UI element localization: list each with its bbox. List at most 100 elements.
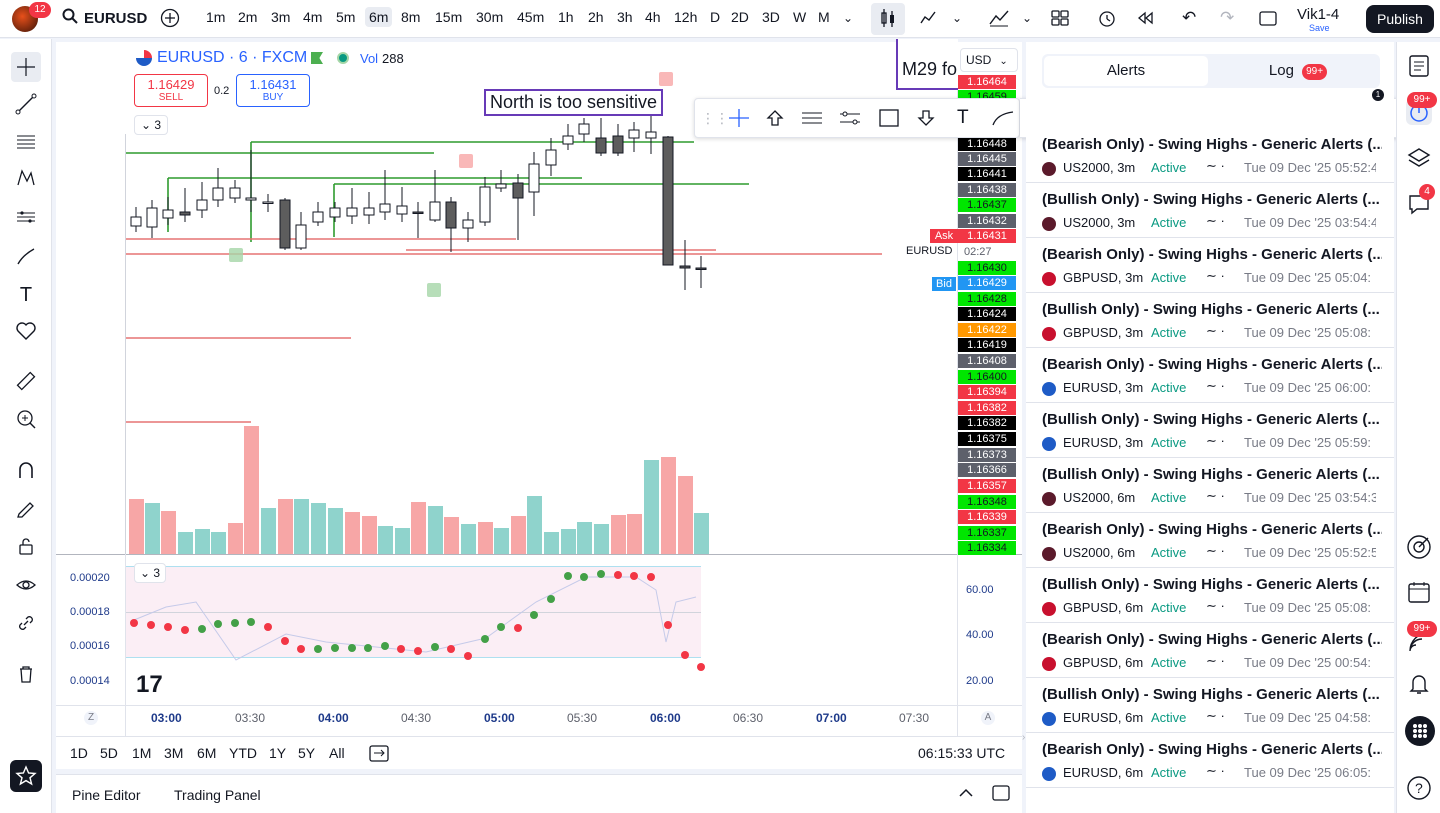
calendar-icon[interactable] (1407, 580, 1431, 609)
stay-in-drawing-mode-icon[interactable] (13, 497, 39, 523)
timeframe-4h[interactable]: 4h (645, 9, 661, 25)
tab-log[interactable]: Log 99+ (1214, 56, 1378, 86)
target-icon[interactable] (1406, 534, 1432, 565)
drag-handle-icon[interactable]: ⋮⋮ (701, 110, 729, 126)
pine-editor-tab[interactable]: Pine Editor (72, 787, 141, 803)
timeframe-15m[interactable]: 15m (435, 9, 463, 25)
watchlist-icon[interactable] (1407, 54, 1431, 83)
flag-icon[interactable] (311, 52, 323, 64)
layout-save-label[interactable]: Save (1309, 23, 1330, 33)
indicators-icon[interactable] (988, 8, 1010, 33)
timeframe-W[interactable]: W (793, 9, 807, 25)
timeframe-6m[interactable]: 6m (365, 7, 393, 27)
panel-collapse-handle[interactable]: › (1022, 732, 1026, 743)
range-3M[interactable]: 3M (164, 745, 184, 761)
layouts-grid-icon[interactable] (1050, 8, 1070, 33)
timeframe-M[interactable]: M (818, 9, 830, 25)
currency-selector[interactable]: USD ⌄ (960, 48, 1018, 72)
sell-button[interactable]: 1.16429 SELL (134, 74, 208, 107)
prediction-icon[interactable] (13, 206, 39, 232)
timeframe-45m[interactable]: 45m (517, 9, 545, 25)
brush-icon[interactable] (991, 108, 1015, 133)
parallel-channel-icon[interactable] (801, 108, 823, 133)
timeframe-2h[interactable]: 2h (588, 9, 604, 25)
help-icon[interactable]: ? (1406, 775, 1432, 806)
symbol-search[interactable]: EURUSD (84, 10, 148, 27)
axis-auto-button[interactable]: A (981, 711, 995, 725)
text-annotation-2[interactable]: M29 fo (896, 39, 958, 90)
ruler-icon[interactable] (13, 370, 39, 396)
bar-chart-type-icon[interactable] (918, 8, 938, 33)
range-YTD[interactable]: YTD (229, 745, 257, 761)
link-icon[interactable] (13, 612, 39, 638)
trash-icon[interactable] (13, 663, 39, 689)
crosshair-icon[interactable] (728, 108, 750, 133)
alert-item[interactable]: (Bearish Only) - Swing Highs - Generic A… (1026, 623, 1394, 678)
magnet-icon[interactable] (13, 459, 39, 485)
tab-alerts[interactable]: Alerts (1044, 56, 1208, 86)
alert-item[interactable]: (Bullish Only) - Swing Highs - Generic A… (1026, 183, 1394, 238)
alert-item[interactable]: (Bearish Only) - Swing Highs - Generic A… (1026, 238, 1394, 293)
arrow-down-icon[interactable] (916, 108, 936, 133)
text-tool-icon[interactable]: T (19, 284, 33, 306)
alert-item[interactable]: (Bullish Only) - Swing Highs - Generic A… (1026, 293, 1394, 348)
timeframe-2m[interactable]: 2m (238, 9, 258, 25)
redo-icon[interactable]: ↷ (1220, 8, 1235, 27)
goto-date-icon[interactable] (368, 743, 390, 768)
pattern-icon[interactable] (13, 167, 39, 193)
trend-line-icon[interactable] (13, 93, 39, 119)
clock-time[interactable]: 06:15:33 UTC (918, 745, 1006, 761)
layers-icon[interactable] (1407, 146, 1431, 175)
alert-item[interactable]: (Bearish Only) - Swing Highs - Generic A… (1026, 513, 1394, 568)
regression-channel-icon[interactable] (839, 108, 861, 133)
eye-icon[interactable] (13, 574, 39, 600)
timeframe-1h[interactable]: 1h (558, 9, 574, 25)
volume-label[interactable]: Vol (360, 51, 379, 66)
favorites-star-button[interactable] (10, 760, 42, 792)
timeframe-1m[interactable]: 1m (206, 9, 226, 25)
apps-grid-icon[interactable] (1405, 716, 1435, 746)
timeframe-30m[interactable]: 30m (476, 9, 504, 25)
alert-item[interactable]: (Bullish Only) - Swing Highs - Generic A… (1026, 568, 1394, 623)
rectangle-icon[interactable] (878, 108, 900, 133)
range-All[interactable]: All (329, 745, 345, 761)
timeframe-4m[interactable]: 4m (303, 9, 323, 25)
indicators-collapse-button[interactable]: ⌄ 3 (134, 115, 168, 135)
alert-item[interactable]: (Bearish Only) - Swing Highs - Generic A… (1026, 348, 1394, 403)
chevron-down-icon[interactable]: ⌄ (843, 11, 854, 25)
bell-icon[interactable] (1407, 672, 1431, 701)
price-chart[interactable]: 17 (56, 42, 1022, 736)
arrow-up-icon[interactable] (765, 108, 785, 133)
timeframe-3h[interactable]: 3h (617, 9, 633, 25)
range-6M[interactable]: 6M (197, 745, 217, 761)
candles-chart-type-button[interactable] (871, 3, 905, 35)
range-5Y[interactable]: 5Y (298, 745, 316, 761)
timeframe-2D[interactable]: 2D (731, 9, 749, 25)
range-1Y[interactable]: 1Y (269, 745, 287, 761)
maximize-icon[interactable] (991, 784, 1011, 807)
undo-icon[interactable]: ↶ (1182, 8, 1197, 27)
fullscreen-icon[interactable] (1258, 8, 1278, 33)
heart-icon[interactable] (13, 320, 39, 346)
alert-item[interactable]: (Bearish Only) - Swing Highs - Generic A… (1026, 128, 1394, 183)
lock-icon[interactable] (13, 535, 39, 561)
oscillator-collapse-button[interactable]: ⌄ 3 (134, 563, 166, 583)
buy-button[interactable]: 1.16431 BUY (236, 74, 310, 107)
text-annotation[interactable]: North is too sensitive (484, 89, 664, 116)
timeframe-3D[interactable]: 3D (762, 9, 780, 25)
alert-clock-icon[interactable] (1096, 8, 1118, 33)
chart-pane[interactable]: 17 EURUSD · 6 · FXCM Vol 288 1.16429 SEL… (56, 39, 1025, 743)
range-5D[interactable]: 5D (100, 745, 118, 761)
alert-item[interactable]: (Bullish Only) - Swing Highs - Generic A… (1026, 403, 1394, 458)
crosshair-icon[interactable] (11, 52, 41, 82)
zoom-in-icon[interactable] (13, 408, 39, 434)
timeframe-3m[interactable]: 3m (271, 9, 291, 25)
range-1D[interactable]: 1D (70, 745, 88, 761)
chevron-down-icon[interactable]: ⌄ (1022, 11, 1033, 25)
brush-icon[interactable] (13, 245, 39, 271)
alert-item[interactable]: (Bullish Only) - Swing Highs - Generic A… (1026, 458, 1394, 513)
range-1M[interactable]: 1M (132, 745, 152, 761)
fib-retracement-icon[interactable] (13, 131, 39, 157)
timeframe-5m[interactable]: 5m (336, 9, 356, 25)
timeframe-12h[interactable]: 12h (674, 9, 698, 25)
